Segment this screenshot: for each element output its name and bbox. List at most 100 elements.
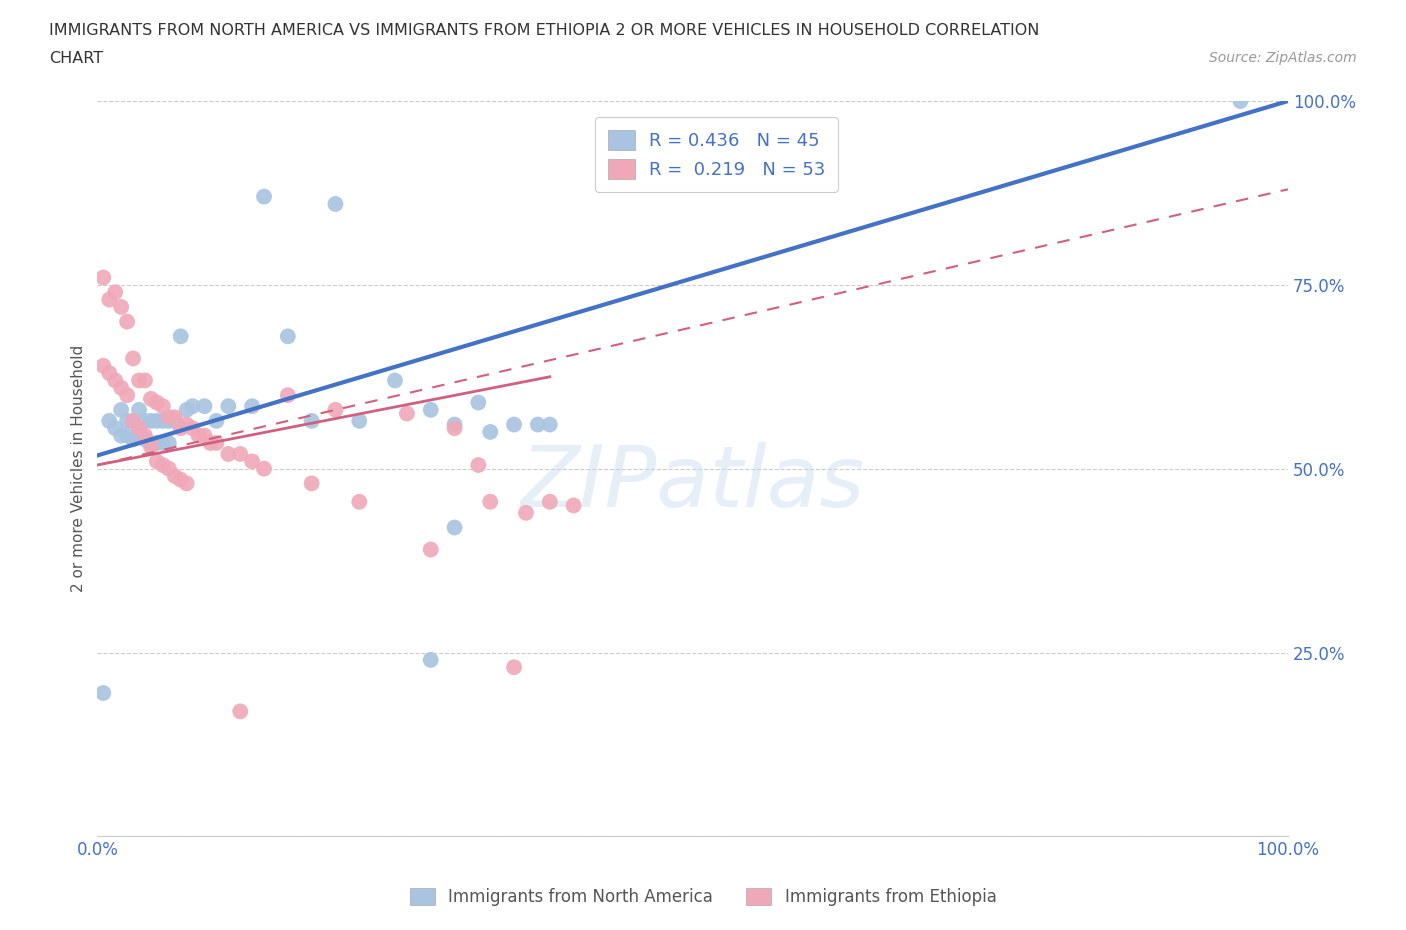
Point — [443, 420, 465, 435]
Point — [349, 495, 371, 510]
Point — [115, 428, 138, 443]
Point — [139, 435, 162, 450]
Point — [104, 420, 127, 435]
Legend: R = 0.436   N = 45, R =  0.219   N = 53: R = 0.436 N = 45, R = 0.219 N = 53 — [595, 117, 838, 192]
Point — [253, 461, 276, 476]
Point — [139, 439, 162, 454]
Point — [503, 659, 526, 674]
Point — [325, 403, 347, 418]
Point — [139, 392, 162, 406]
Point — [419, 653, 441, 668]
Point — [527, 418, 550, 432]
Point — [170, 329, 193, 344]
Text: Source: ZipAtlas.com: Source: ZipAtlas.com — [1209, 51, 1357, 65]
Point — [200, 435, 222, 450]
Point — [157, 435, 180, 450]
Point — [98, 414, 121, 429]
Point — [479, 495, 502, 510]
Point — [443, 520, 465, 535]
Point — [187, 428, 209, 443]
Point — [128, 403, 150, 418]
Point — [217, 446, 239, 461]
Text: CHART: CHART — [49, 51, 103, 66]
Point — [122, 414, 145, 429]
Point — [170, 420, 193, 435]
Point — [163, 414, 186, 429]
Point — [176, 418, 198, 432]
Point — [115, 314, 138, 329]
Point — [146, 395, 169, 410]
Point — [163, 410, 186, 425]
Point — [443, 418, 465, 432]
Point — [98, 292, 121, 307]
Point — [217, 399, 239, 414]
Y-axis label: 2 or more Vehicles in Household: 2 or more Vehicles in Household — [72, 345, 86, 592]
Point — [538, 495, 561, 510]
Point — [419, 403, 441, 418]
Point — [229, 446, 252, 461]
Point — [152, 458, 174, 472]
Point — [128, 428, 150, 443]
Point — [146, 454, 169, 469]
Point — [277, 329, 299, 344]
Point — [110, 403, 132, 418]
Point — [515, 505, 537, 520]
Text: IMMIGRANTS FROM NORTH AMERICA VS IMMIGRANTS FROM ETHIOPIA 2 OR MORE VEHICLES IN : IMMIGRANTS FROM NORTH AMERICA VS IMMIGRA… — [49, 23, 1039, 38]
Point — [349, 414, 371, 429]
Point — [193, 428, 215, 443]
Point — [104, 285, 127, 299]
Point — [152, 399, 174, 414]
Point — [467, 395, 489, 410]
Point — [205, 414, 228, 429]
Legend: Immigrants from North America, Immigrants from Ethiopia: Immigrants from North America, Immigrant… — [404, 881, 1002, 912]
Point — [253, 189, 276, 204]
Point — [134, 432, 156, 446]
Point — [181, 420, 204, 435]
Point — [1229, 94, 1251, 109]
Point — [562, 498, 585, 513]
Point — [479, 424, 502, 439]
Point — [115, 414, 138, 429]
Point — [115, 388, 138, 403]
Point — [139, 414, 162, 429]
Point — [110, 299, 132, 314]
Point — [176, 476, 198, 491]
Point — [122, 414, 145, 429]
Point — [157, 414, 180, 429]
Point — [91, 358, 114, 373]
Point — [146, 414, 169, 429]
Text: ZIPatlas: ZIPatlas — [520, 442, 865, 525]
Point — [384, 373, 406, 388]
Point — [110, 380, 132, 395]
Point — [176, 403, 198, 418]
Point — [467, 458, 489, 472]
Point — [146, 435, 169, 450]
Point — [503, 418, 526, 432]
Point — [395, 406, 418, 421]
Point — [301, 414, 323, 429]
Point — [157, 461, 180, 476]
Point — [163, 469, 186, 484]
Point — [157, 410, 180, 425]
Point — [134, 414, 156, 429]
Point — [240, 454, 263, 469]
Point — [538, 418, 561, 432]
Point — [134, 373, 156, 388]
Point — [128, 373, 150, 388]
Point — [110, 428, 132, 443]
Point — [122, 351, 145, 365]
Point — [205, 435, 228, 450]
Point — [152, 435, 174, 450]
Point — [277, 388, 299, 403]
Point — [181, 399, 204, 414]
Point — [122, 432, 145, 446]
Point — [170, 472, 193, 487]
Point — [419, 542, 441, 557]
Point — [91, 270, 114, 285]
Point — [98, 365, 121, 380]
Point — [301, 476, 323, 491]
Point — [325, 196, 347, 211]
Point — [229, 704, 252, 719]
Point — [152, 414, 174, 429]
Point — [193, 399, 215, 414]
